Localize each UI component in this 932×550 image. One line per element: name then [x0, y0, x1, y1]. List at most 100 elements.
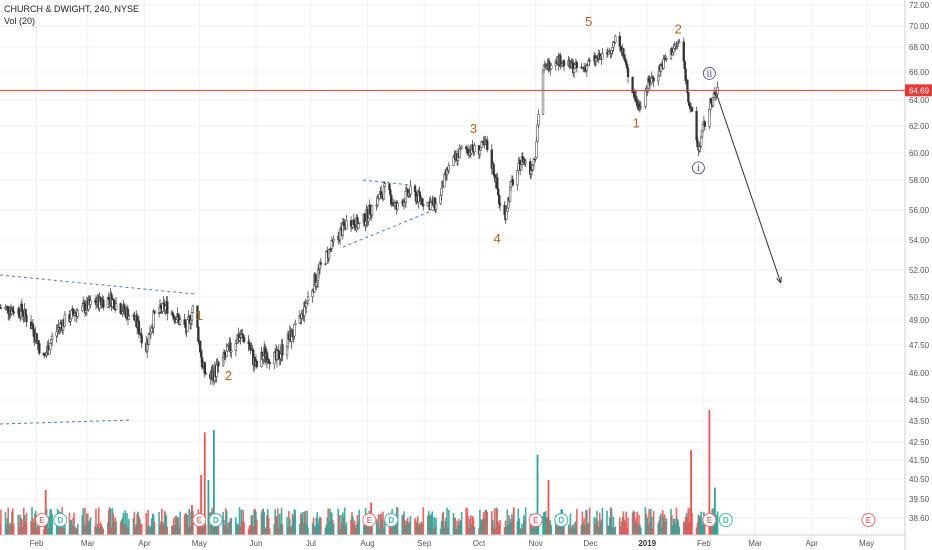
volume-bar [567, 524, 570, 535]
candle [140, 327, 143, 348]
volume-bar [496, 508, 499, 535]
volume-bar [613, 528, 616, 535]
volume-bar [287, 527, 289, 535]
candle-body [572, 68, 576, 73]
volume-bar [314, 527, 317, 535]
badge-label: E [367, 516, 373, 525]
volume-bar [292, 516, 295, 535]
volume-bar [632, 510, 635, 535]
candle [0, 304, 3, 310]
volume-bar [691, 513, 693, 535]
x-tick-label: Mar [81, 539, 95, 548]
candle [678, 38, 681, 43]
candle [383, 181, 387, 193]
volume-bar [165, 515, 168, 535]
volume-bar [146, 526, 148, 535]
candle [652, 75, 655, 88]
volume-bar [482, 512, 485, 535]
volume-bar [203, 432, 206, 535]
volume-bar [611, 527, 614, 535]
volume-bar [648, 508, 650, 535]
volume-bar [44, 490, 47, 535]
x-tick-label: Apr [806, 539, 819, 548]
candle-body [626, 67, 630, 78]
candle [703, 120, 706, 131]
volume-bar [161, 522, 164, 535]
volume-bar [300, 514, 303, 535]
volume-bar [123, 523, 126, 535]
volume-bar [453, 517, 456, 535]
volume-bar [377, 514, 380, 535]
volume-bar [638, 514, 640, 535]
volume-bar [676, 518, 679, 535]
volume-bar [100, 524, 103, 535]
candle-body [460, 146, 463, 149]
volume-bar [250, 515, 253, 535]
volume-bar [521, 523, 523, 535]
volume-bar [511, 513, 513, 535]
volume-bar [446, 507, 448, 535]
volume-bar [235, 517, 237, 535]
volume-bar [332, 523, 335, 535]
dividend-badge: D [718, 513, 733, 527]
candle [626, 64, 630, 84]
volume-bar [686, 516, 689, 535]
volume-bar [63, 528, 65, 535]
badge-circle [702, 513, 717, 527]
volume-bar [199, 525, 201, 535]
candle-body [306, 296, 310, 302]
volume-bar [685, 513, 688, 535]
volume-bar [620, 521, 623, 535]
volume-bar [83, 524, 85, 535]
candle-body [268, 361, 271, 365]
volume-bar [383, 528, 385, 535]
volume-bar [18, 527, 20, 535]
volume-bar [645, 513, 648, 535]
candle [460, 145, 463, 150]
candle-body [49, 342, 52, 351]
volume-bar [660, 513, 662, 535]
volume-bar [279, 523, 282, 535]
volume-bar [434, 525, 436, 535]
candle [370, 204, 374, 219]
volume-bar [252, 526, 255, 535]
volume-bar [97, 507, 100, 535]
candle-body [601, 53, 604, 60]
volume-bar [644, 507, 647, 535]
volume-bar [625, 511, 627, 535]
volume-bar [512, 519, 514, 535]
volume-bar [255, 511, 257, 535]
volume-bar [329, 508, 331, 535]
volume-bar [684, 516, 687, 535]
wave-label: 5 [585, 14, 592, 29]
volume-bar [238, 507, 241, 535]
volume-bar [126, 512, 128, 535]
volume-bar [504, 520, 507, 535]
volume-bar [148, 524, 150, 535]
candle [690, 106, 694, 113]
volume-bar [381, 519, 383, 535]
volume-bar [303, 512, 306, 535]
candle-body [153, 310, 156, 314]
volume-bar [683, 522, 686, 535]
candle [447, 162, 450, 175]
candle [550, 62, 553, 70]
volume-bar [363, 525, 366, 535]
candle [191, 304, 195, 314]
candle [554, 58, 557, 71]
volume-bar [239, 526, 242, 535]
volume-bar [183, 514, 186, 535]
candle [127, 314, 131, 320]
volume-bar [145, 513, 148, 535]
volume-bar [171, 525, 173, 535]
volume-bar [652, 510, 655, 535]
candle-body [71, 308, 75, 315]
volume-bar [64, 520, 66, 535]
volume-bar [204, 524, 207, 535]
volume-bar [401, 515, 404, 535]
volume-bar [172, 518, 175, 535]
candle-body [358, 222, 361, 225]
volume-bar [331, 519, 334, 535]
volume-bar [585, 509, 587, 535]
